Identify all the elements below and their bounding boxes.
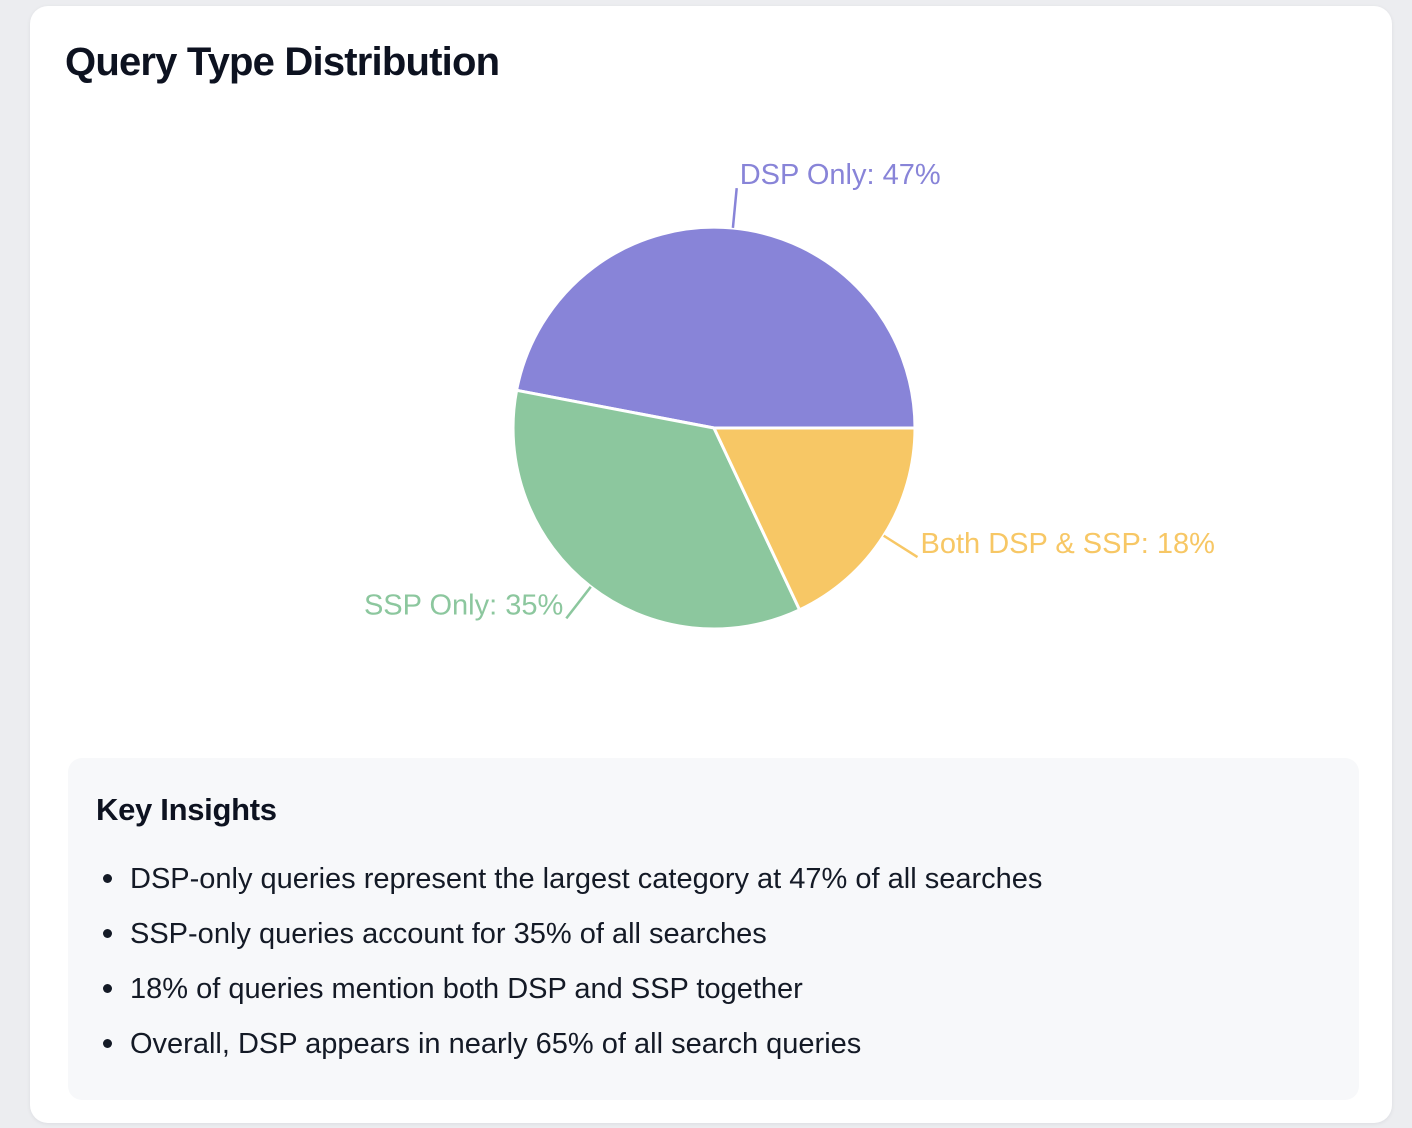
pie-label-ssp-only: SSP Only: 35% xyxy=(364,589,563,621)
insight-item: 18% of queries mention both DSP and SSP … xyxy=(100,972,1320,1006)
insight-item: SSP-only queries account for 35% of all … xyxy=(100,917,1320,951)
insight-item: DSP-only queries represent the largest c… xyxy=(100,862,1320,896)
pie-label-dsp-only: DSP Only: 47% xyxy=(740,159,941,191)
pie-slice-dsp-only[interactable] xyxy=(515,225,917,430)
insight-item: Overall, DSP appears in nearly 65% of al… xyxy=(100,1027,1320,1061)
pie-label-both-dsp-ssp: Both DSP & SSP: 18% xyxy=(921,528,1215,560)
pie-label-line-ssp-only xyxy=(565,586,592,620)
chart-card: Query Type Distribution Key Insights DSP… xyxy=(30,6,1392,1123)
page-title: Query Type Distribution xyxy=(65,40,500,84)
pie-label-line-dsp-only xyxy=(731,187,738,229)
pie-label-line-both-dsp-ssp xyxy=(883,534,919,559)
key-insights-panel: Key Insights DSP-only queries represent … xyxy=(68,758,1359,1100)
insights-heading: Key Insights xyxy=(96,792,277,827)
insights-list: DSP-only queries represent the largest c… xyxy=(100,862,1320,1082)
